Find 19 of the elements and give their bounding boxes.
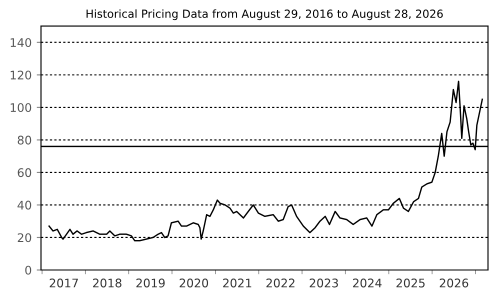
x-tick-label: 2025 — [396, 278, 425, 288]
chart-title: Historical Pricing Data from August 29, 2016 to August 28, 2026 — [86, 9, 443, 20]
y-tick-label: 140 — [10, 38, 32, 48]
y-tick-label: 100 — [10, 103, 32, 112]
x-tick-label: 2026 — [440, 278, 468, 288]
y-tick-label: 0 — [25, 266, 32, 275]
x-tick-label: 2020 — [180, 278, 208, 288]
x-tick-label: 2024 — [353, 278, 382, 288]
y-tick-label: 80 — [18, 136, 32, 145]
x-tick-label: 2021 — [223, 278, 252, 288]
x-tick-label: 2017 — [50, 278, 78, 288]
y-tick-label: 120 — [10, 70, 32, 80]
y-tick-label: 60 — [18, 168, 32, 178]
x-tick-label: 2022 — [266, 278, 294, 288]
y-tick-label: 40 — [18, 200, 32, 210]
y-tick-label: 20 — [18, 233, 32, 242]
x-tick-label: 2018 — [93, 278, 122, 288]
x-tick-label: 2019 — [136, 278, 165, 288]
x-tick-label: 2023 — [310, 278, 338, 288]
